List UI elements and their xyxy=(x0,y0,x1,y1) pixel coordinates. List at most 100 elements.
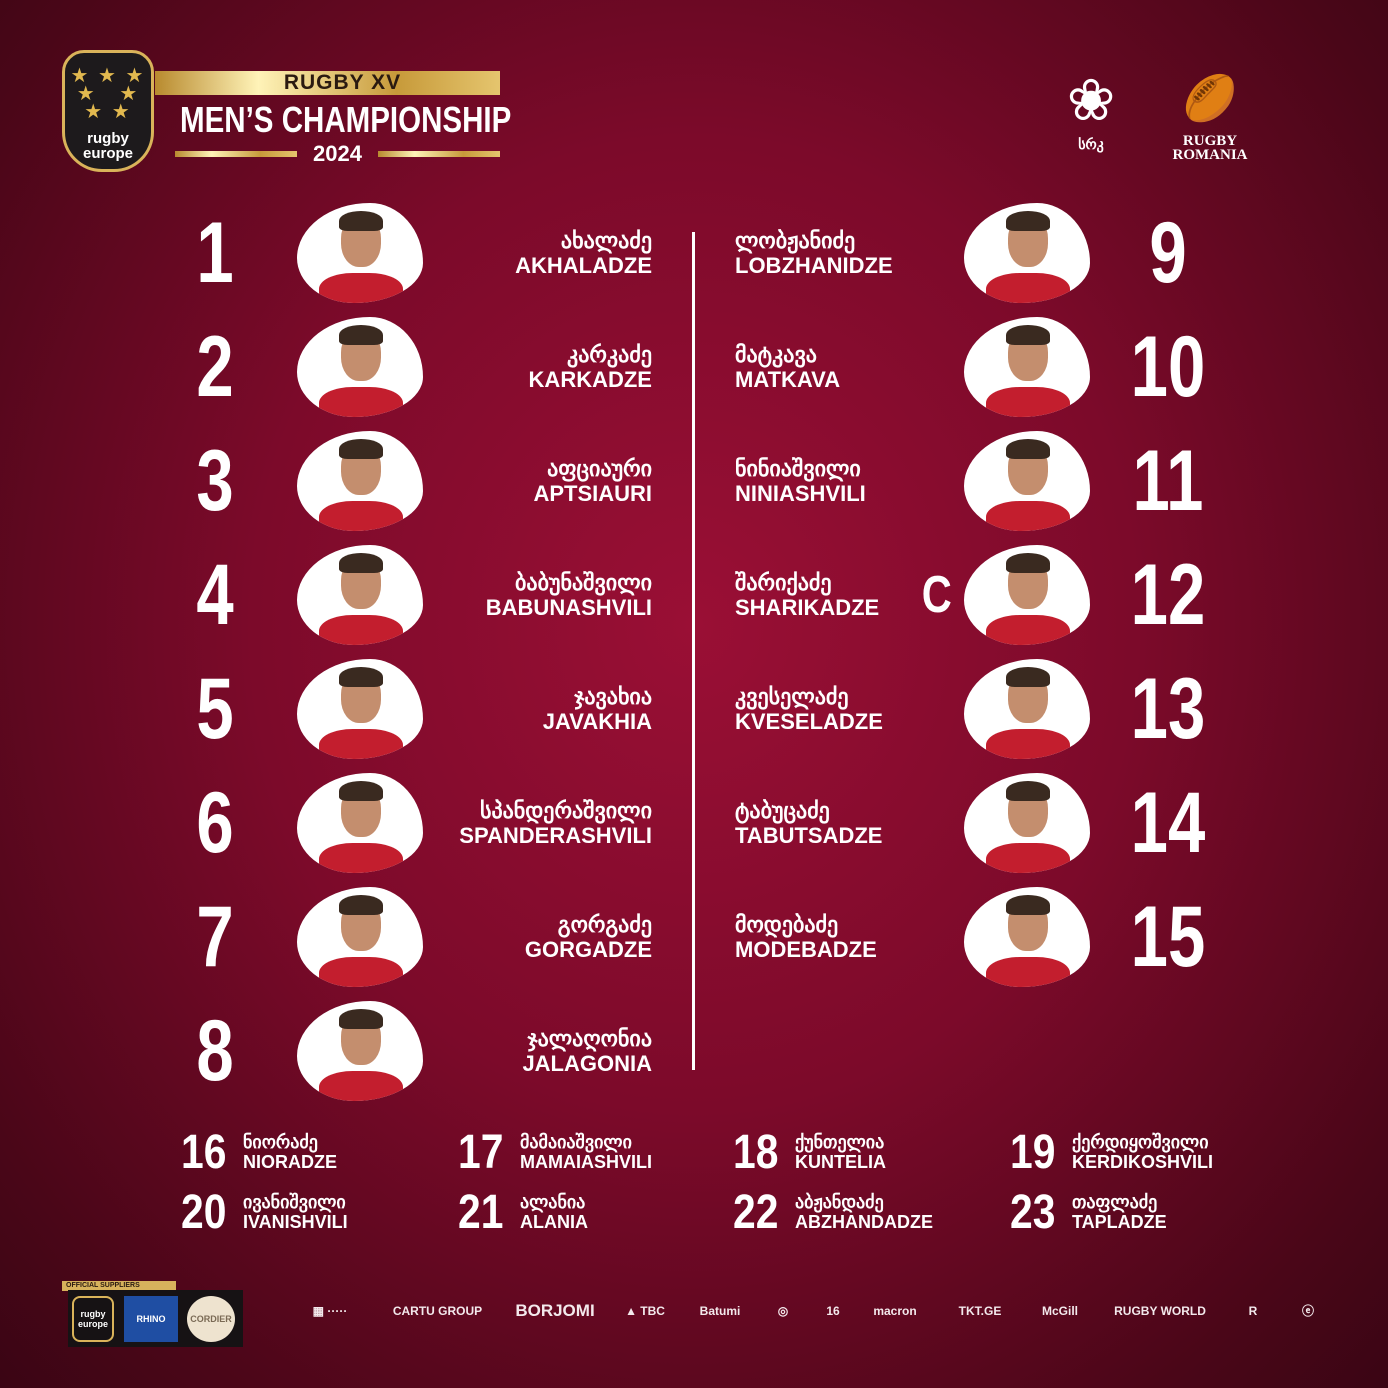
jersey-number: 12 xyxy=(1130,547,1206,643)
player-photo xyxy=(964,203,1090,303)
player-name: მამაიაშვილი MAMAIASHVILI xyxy=(520,1132,652,1172)
player-name: ახალაძე AKHALADZE xyxy=(352,228,652,278)
player-hair xyxy=(339,1009,383,1029)
player-name: ქერდიყოშვილი KERDIKOSHVILI xyxy=(1072,1132,1213,1172)
player-hair xyxy=(1006,895,1050,915)
player-shirt xyxy=(319,387,403,417)
player-name: შარიქაძე SHARIKADZE xyxy=(735,570,879,620)
player-name-latin: GORGADZE xyxy=(524,937,652,962)
player-name-latin: NINIASHVILI xyxy=(735,481,866,506)
suppliers-box: rugby europe RHINO CORDIER xyxy=(68,1290,243,1347)
player-name: ივანიშვილი IVANISHVILI xyxy=(243,1192,348,1232)
bench-player: 17 მამაიაშვილი MAMAIASHVILI xyxy=(458,1125,728,1179)
player-name-latin: MATKAVA xyxy=(735,367,841,392)
jersey-number: 16 xyxy=(181,1125,227,1179)
jersey-number: 13 xyxy=(1130,661,1206,757)
player-name-georgian: ალანია xyxy=(520,1192,586,1212)
sponsor-logo: ▦ ····· xyxy=(312,1304,348,1318)
jersey-number: 22 xyxy=(733,1185,779,1239)
rugby-romania-logo: 🏉 RUGBY ROMANIA xyxy=(1165,64,1255,163)
player-name-georgian: აფციაური xyxy=(547,456,652,481)
player-shirt xyxy=(319,615,403,645)
player-name-latin: IVANISHVILI xyxy=(243,1212,348,1232)
player-name: კარკაძე KARKADZE xyxy=(352,342,652,392)
player-name-latin: LOBZHANIDZE xyxy=(735,253,893,278)
player-name-latin: MODEBADZE xyxy=(735,937,877,962)
bench-player: 20 ივანიშვილი IVANISHVILI xyxy=(181,1186,451,1239)
player-photo xyxy=(297,1001,423,1101)
player-name: ნიორაძე NIORADZE xyxy=(243,1132,337,1172)
player-hair xyxy=(339,325,383,345)
official-suppliers-label: OFFICIAL SUPPLIERS xyxy=(62,1281,176,1291)
player-hair xyxy=(339,781,383,801)
player-name-georgian: სპანდერაშვილი xyxy=(479,798,652,823)
player-name-georgian: ჯავახია xyxy=(574,684,652,709)
player-name-latin: ABZHANDADZE xyxy=(795,1212,933,1232)
supplier-logo: CORDIER xyxy=(187,1296,235,1342)
player-photo xyxy=(297,773,423,873)
player-name: მატკავა MATKAVA xyxy=(735,342,840,392)
jersey-number: 17 xyxy=(458,1125,504,1179)
player-photo xyxy=(964,887,1090,987)
player-name-latin: TABUTSADZE xyxy=(735,823,883,848)
player-name-georgian: ქუნთელია xyxy=(795,1132,885,1152)
jersey-number: 8 xyxy=(196,1003,234,1099)
player-name: ლობჟანიძე LOBZHANIDZE xyxy=(735,228,893,278)
player-photo xyxy=(297,203,423,303)
sponsor-logo: macron xyxy=(873,1304,917,1318)
rugby-ball-icon: 🏉 xyxy=(1182,74,1238,123)
player-name: ჯავახია JAVAKHIA xyxy=(352,684,652,734)
player-photo xyxy=(964,773,1090,873)
jersey-number: 4 xyxy=(196,547,234,643)
player-name: ჯალაღონია JALAGONIA xyxy=(352,1026,652,1076)
player-hair xyxy=(1006,211,1050,231)
captain-badge: C xyxy=(921,566,952,624)
jersey-number: 19 xyxy=(1010,1125,1056,1179)
player-shirt xyxy=(319,957,403,987)
player-name-latin: JAVAKHIA xyxy=(542,709,652,734)
player-shirt xyxy=(319,843,403,873)
jersey-number: 18 xyxy=(733,1125,779,1179)
player-hair xyxy=(1006,781,1050,801)
jersey-number: 5 xyxy=(196,661,234,757)
bench-player: 21 ალანია ALANIA xyxy=(458,1186,728,1239)
player-hair xyxy=(1006,553,1050,573)
player-name: სპანდერაშვილი SPANDERASHVILI xyxy=(352,798,652,848)
player-name-latin: ALANIA xyxy=(520,1212,588,1232)
player-name-georgian: მატკავა xyxy=(735,342,817,367)
player-shirt xyxy=(986,615,1070,645)
title-rugby-xv: RUGBY XV xyxy=(155,71,500,95)
player-photo xyxy=(297,887,423,987)
player-name-georgian: მოდებაძე xyxy=(735,912,839,937)
player-name: აფციაური APTSIAURI xyxy=(352,456,652,506)
player-name: ტაბუცაძე TABUTSADZE xyxy=(735,798,882,848)
player-name-latin: AKHALADZE xyxy=(515,253,652,278)
player-name-georgian: ქერდიყოშვილი xyxy=(1072,1132,1209,1152)
player-name: ქუნთელია KUNTELIA xyxy=(795,1132,886,1172)
player-hair xyxy=(339,211,383,231)
player-name-georgian: ახალაძე xyxy=(560,228,652,253)
georgian-rugby-union-logo: ❀ სრკ xyxy=(1030,66,1152,158)
sponsor-logo: BORJOMI xyxy=(515,1301,595,1320)
romania-text: RUGBY xyxy=(1182,133,1238,149)
player-name-georgian: კარკაძე xyxy=(567,342,652,367)
player-name: თაფლაძე TAPLADZE xyxy=(1072,1192,1167,1232)
sponsor-logo: McGill xyxy=(1041,1304,1078,1318)
sponsor-logo: R xyxy=(1248,1304,1258,1318)
jersey-number: 23 xyxy=(1010,1185,1056,1239)
player-shirt xyxy=(319,273,403,303)
sponsor-logo: ⓔ xyxy=(1301,1304,1314,1318)
rugby-europe-logo: ★ ★ ★ ★ ★ ★ ★ rugby europe xyxy=(62,50,154,172)
player-hair xyxy=(1006,325,1050,345)
jersey-number: 11 xyxy=(1132,433,1204,529)
jersey-number: 1 xyxy=(196,205,234,301)
player-shirt xyxy=(319,1071,403,1101)
bench-player: 23 თაფლაძე TAPLADZE xyxy=(1010,1185,1280,1239)
jersey-number: 3 xyxy=(196,433,234,529)
gold-rule xyxy=(175,151,297,157)
bench-player: 19 ქერდიყოშვილი KERDIKOSHVILI xyxy=(1010,1125,1280,1179)
sponsor-logo: RUGBY WORLD xyxy=(1114,1304,1206,1318)
player-name-latin: APTSIAURI xyxy=(533,481,652,506)
player-name-latin: KARKADZE xyxy=(528,367,652,392)
player-photo xyxy=(297,317,423,417)
